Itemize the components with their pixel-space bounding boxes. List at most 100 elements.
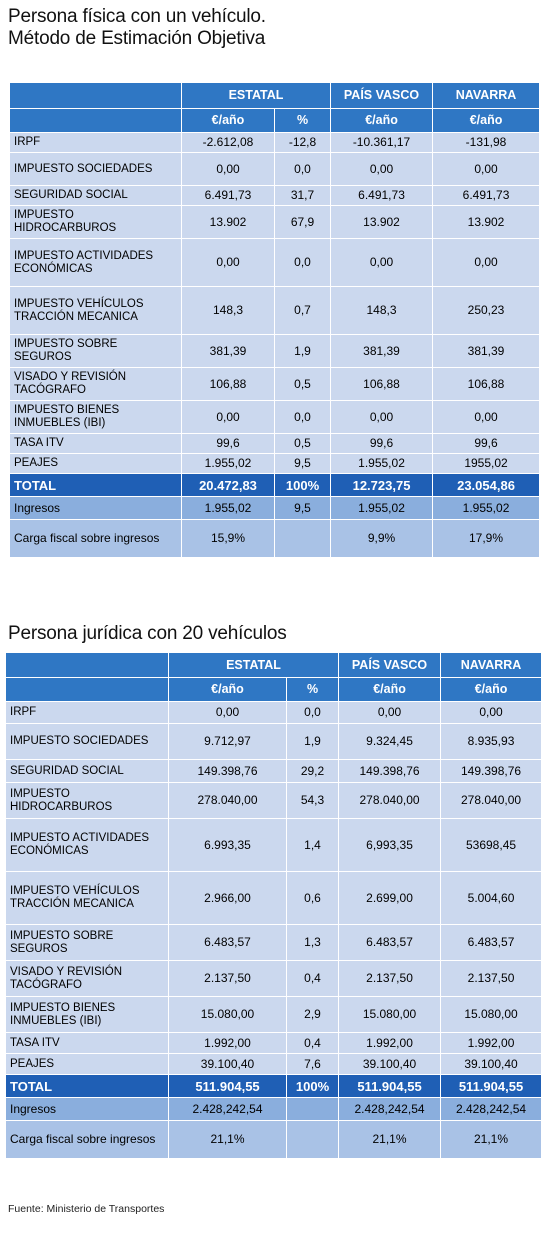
table-row-navarra-value: 99,6 [433,434,541,454]
subheader-nav-eur: €/año [441,678,543,702]
carga-fiscal-row-label: Carga fiscal sobre ingresos [10,520,182,558]
table-row-navarra-value: 15.080,00 [441,997,543,1033]
table-row-label: SEGURIDAD SOCIAL [10,186,182,206]
source-note: Fuente: Ministerio de Transportes [8,1203,165,1215]
table-row-navarra-value: 2.137,50 [441,961,543,997]
table-row-pais-vasco-value: 106,88 [331,368,434,401]
table-row-estatal-value: 1.992,00 [169,1033,287,1054]
table-row: IRPF 0,00 0,0 0,00 0,00 [6,702,543,724]
total-row-pais-vasco-value: 511.904,55 [339,1075,442,1098]
table1: ESTATAL PAÍS VASCO NAVARRA €/año % €/año… [10,83,541,558]
table-row-estatal-pct: 2,9 [287,997,340,1033]
table1-title-line2: Método de Estimación Objetiva [8,28,266,49]
table-row-estatal-pct: 0,0 [275,153,332,186]
table-row-estatal-pct: 1,4 [287,819,340,872]
table-row-pais-vasco-value: 0,00 [331,239,434,287]
table-row-label: PEAJES [6,1054,169,1075]
header-navarra: NAVARRA [441,653,543,678]
table-row-navarra-value: 13.902 [433,206,541,239]
table-row-estatal-value: 278.040,00 [169,783,287,819]
table-row: TASA ITV 99,6 0,5 99,6 99,6 [10,434,541,454]
total-row-navarra-value: 511.904,55 [441,1075,543,1098]
table-row-label: IRPF [10,133,182,153]
table-row-estatal-value: 2.137,50 [169,961,287,997]
subheader-pv-eur: €/año [339,678,442,702]
table-row: IMPUESTO BIENES INMUEBLES (IBI) 15.080,00… [6,997,543,1033]
table-row-navarra-value: 149.398,76 [441,760,543,783]
table-row-estatal-value: 39.100,40 [169,1054,287,1075]
table-row-estatal-pct: -12,8 [275,133,332,153]
table-row-label: VISADO Y REVISIÓN TACÓGRAFO [6,961,169,997]
header-blank [10,83,182,109]
carga-fiscal-row-pais-vasco-value: 21,1% [339,1121,442,1159]
total-row-label: TOTAL [6,1075,169,1098]
header-estatal: ESTATAL [169,653,340,678]
table-row-estatal-pct: 29,2 [287,760,340,783]
carga-fiscal-row-estatal-pct [275,520,332,558]
subheader-estatal-eur: €/año [182,109,275,133]
table-row-label: IMPUESTO BIENES INMUEBLES (IBI) [10,401,182,434]
table-row-label: IMPUESTO ACTIVIDADES ECONÓMICAS [6,819,169,872]
table-row-navarra-value: 6.491,73 [433,186,541,206]
table-row-pais-vasco-value: 0,00 [339,702,442,724]
table-row-navarra-value: 0,00 [433,239,541,287]
ingresos-row-label: Ingresos [10,497,182,520]
table-row-pais-vasco-value: 148,3 [331,287,434,335]
ingresos-row-estatal-value: 2.428,242,54 [169,1098,287,1121]
table-row-navarra-value: 5.004,60 [441,872,543,925]
header-navarra: NAVARRA [433,83,541,109]
subheader-blank [6,678,169,702]
table-row-estatal-pct: 0,5 [275,434,332,454]
table-row: IMPUESTO BIENES INMUEBLES (IBI) 0,00 0,0 0,… [10,401,541,434]
table-row: IMPUESTO SOBRE SEGUROS 6.483,57 1,3 6.483,5… [6,925,543,961]
table-row-estatal-pct: 0,4 [287,1033,340,1054]
carga-fiscal-row-estatal-value: 15,9% [182,520,275,558]
table-row-estatal-value: 0,00 [169,702,287,724]
table-row-label: IMPUESTO SOCIEDADES [6,724,169,760]
subheader-estatal-pct: % [275,109,332,133]
table-row-navarra-value: 106,88 [433,368,541,401]
subheader-nav-eur: €/año [433,109,541,133]
carga-fiscal-row: Carga fiscal sobre ingresos 15,9% 9,9% 17,9… [10,520,541,558]
table-row-pais-vasco-value: 0,00 [331,153,434,186]
table-row-navarra-value: 250,23 [433,287,541,335]
table-row-label: IMPUESTO SOCIEDADES [10,153,182,186]
table-row-label: SEGURIDAD SOCIAL [6,760,169,783]
table-row-label: IMPUESTO ACTIVIDADES ECONÓMICAS [10,239,182,287]
table-row-navarra-value: 8.935,93 [441,724,543,760]
table-row-estatal-value: 149.398,76 [169,760,287,783]
table-row-estatal-value: 1.955,02 [182,454,275,474]
table-row-estatal-value: -2.612,08 [182,133,275,153]
table-row-estatal-value: 15.080,00 [169,997,287,1033]
table-row-label: IMPUESTO HIDROCARBUROS [10,206,182,239]
table-row-navarra-value: 0,00 [433,153,541,186]
table-row: IMPUESTO ACTIVIDADES ECONÓMICAS 6.993,35 1… [6,819,543,872]
table-row-pais-vasco-value: 13.902 [331,206,434,239]
table-row-estatal-pct: 0,5 [275,368,332,401]
table-row-estatal-value: 148,3 [182,287,275,335]
ingresos-row-pais-vasco-value: 2.428,242,54 [339,1098,442,1121]
carga-fiscal-row-label: Carga fiscal sobre ingresos [6,1121,169,1159]
table-row-estatal-pct: 1,9 [275,335,332,368]
subheader-estatal-pct: % [287,678,340,702]
total-row-estatal-value: 20.472,83 [182,474,275,497]
carga-fiscal-row-navarra-value: 17,9% [433,520,541,558]
table-row-estatal-value: 106,88 [182,368,275,401]
table-row-pais-vasco-value: 6.491,73 [331,186,434,206]
table-row-navarra-value: -131,98 [433,133,541,153]
table-row-label: IMPUESTO BIENES INMUEBLES (IBI) [6,997,169,1033]
table-row-pais-vasco-value: 2.137,50 [339,961,442,997]
carga-fiscal-row-pais-vasco-value: 9,9% [331,520,434,558]
table-row-pais-vasco-value: 6,993,35 [339,819,442,872]
table-row-estatal-value: 6.993,35 [169,819,287,872]
table-row-pais-vasco-value: 1.992,00 [339,1033,442,1054]
table-row-navarra-value: 381,39 [433,335,541,368]
table-row: IMPUESTO SOCIEDADES 9.712,97 1,9 9.324,45 8.… [6,724,543,760]
table2: ESTATAL PAÍS VASCO NAVARRA €/año % €/año… [6,653,543,1159]
table-row-estatal-pct: 1,9 [287,724,340,760]
table-row-navarra-value: 39.100,40 [441,1054,543,1075]
table-row-navarra-value: 278.040,00 [441,783,543,819]
total-row-pais-vasco-value: 12.723,75 [331,474,434,497]
table-row: IRPF -2.612,08 -12,8 -10.361,17 -131,98 [10,133,541,153]
table-row-pais-vasco-value: -10.361,17 [331,133,434,153]
